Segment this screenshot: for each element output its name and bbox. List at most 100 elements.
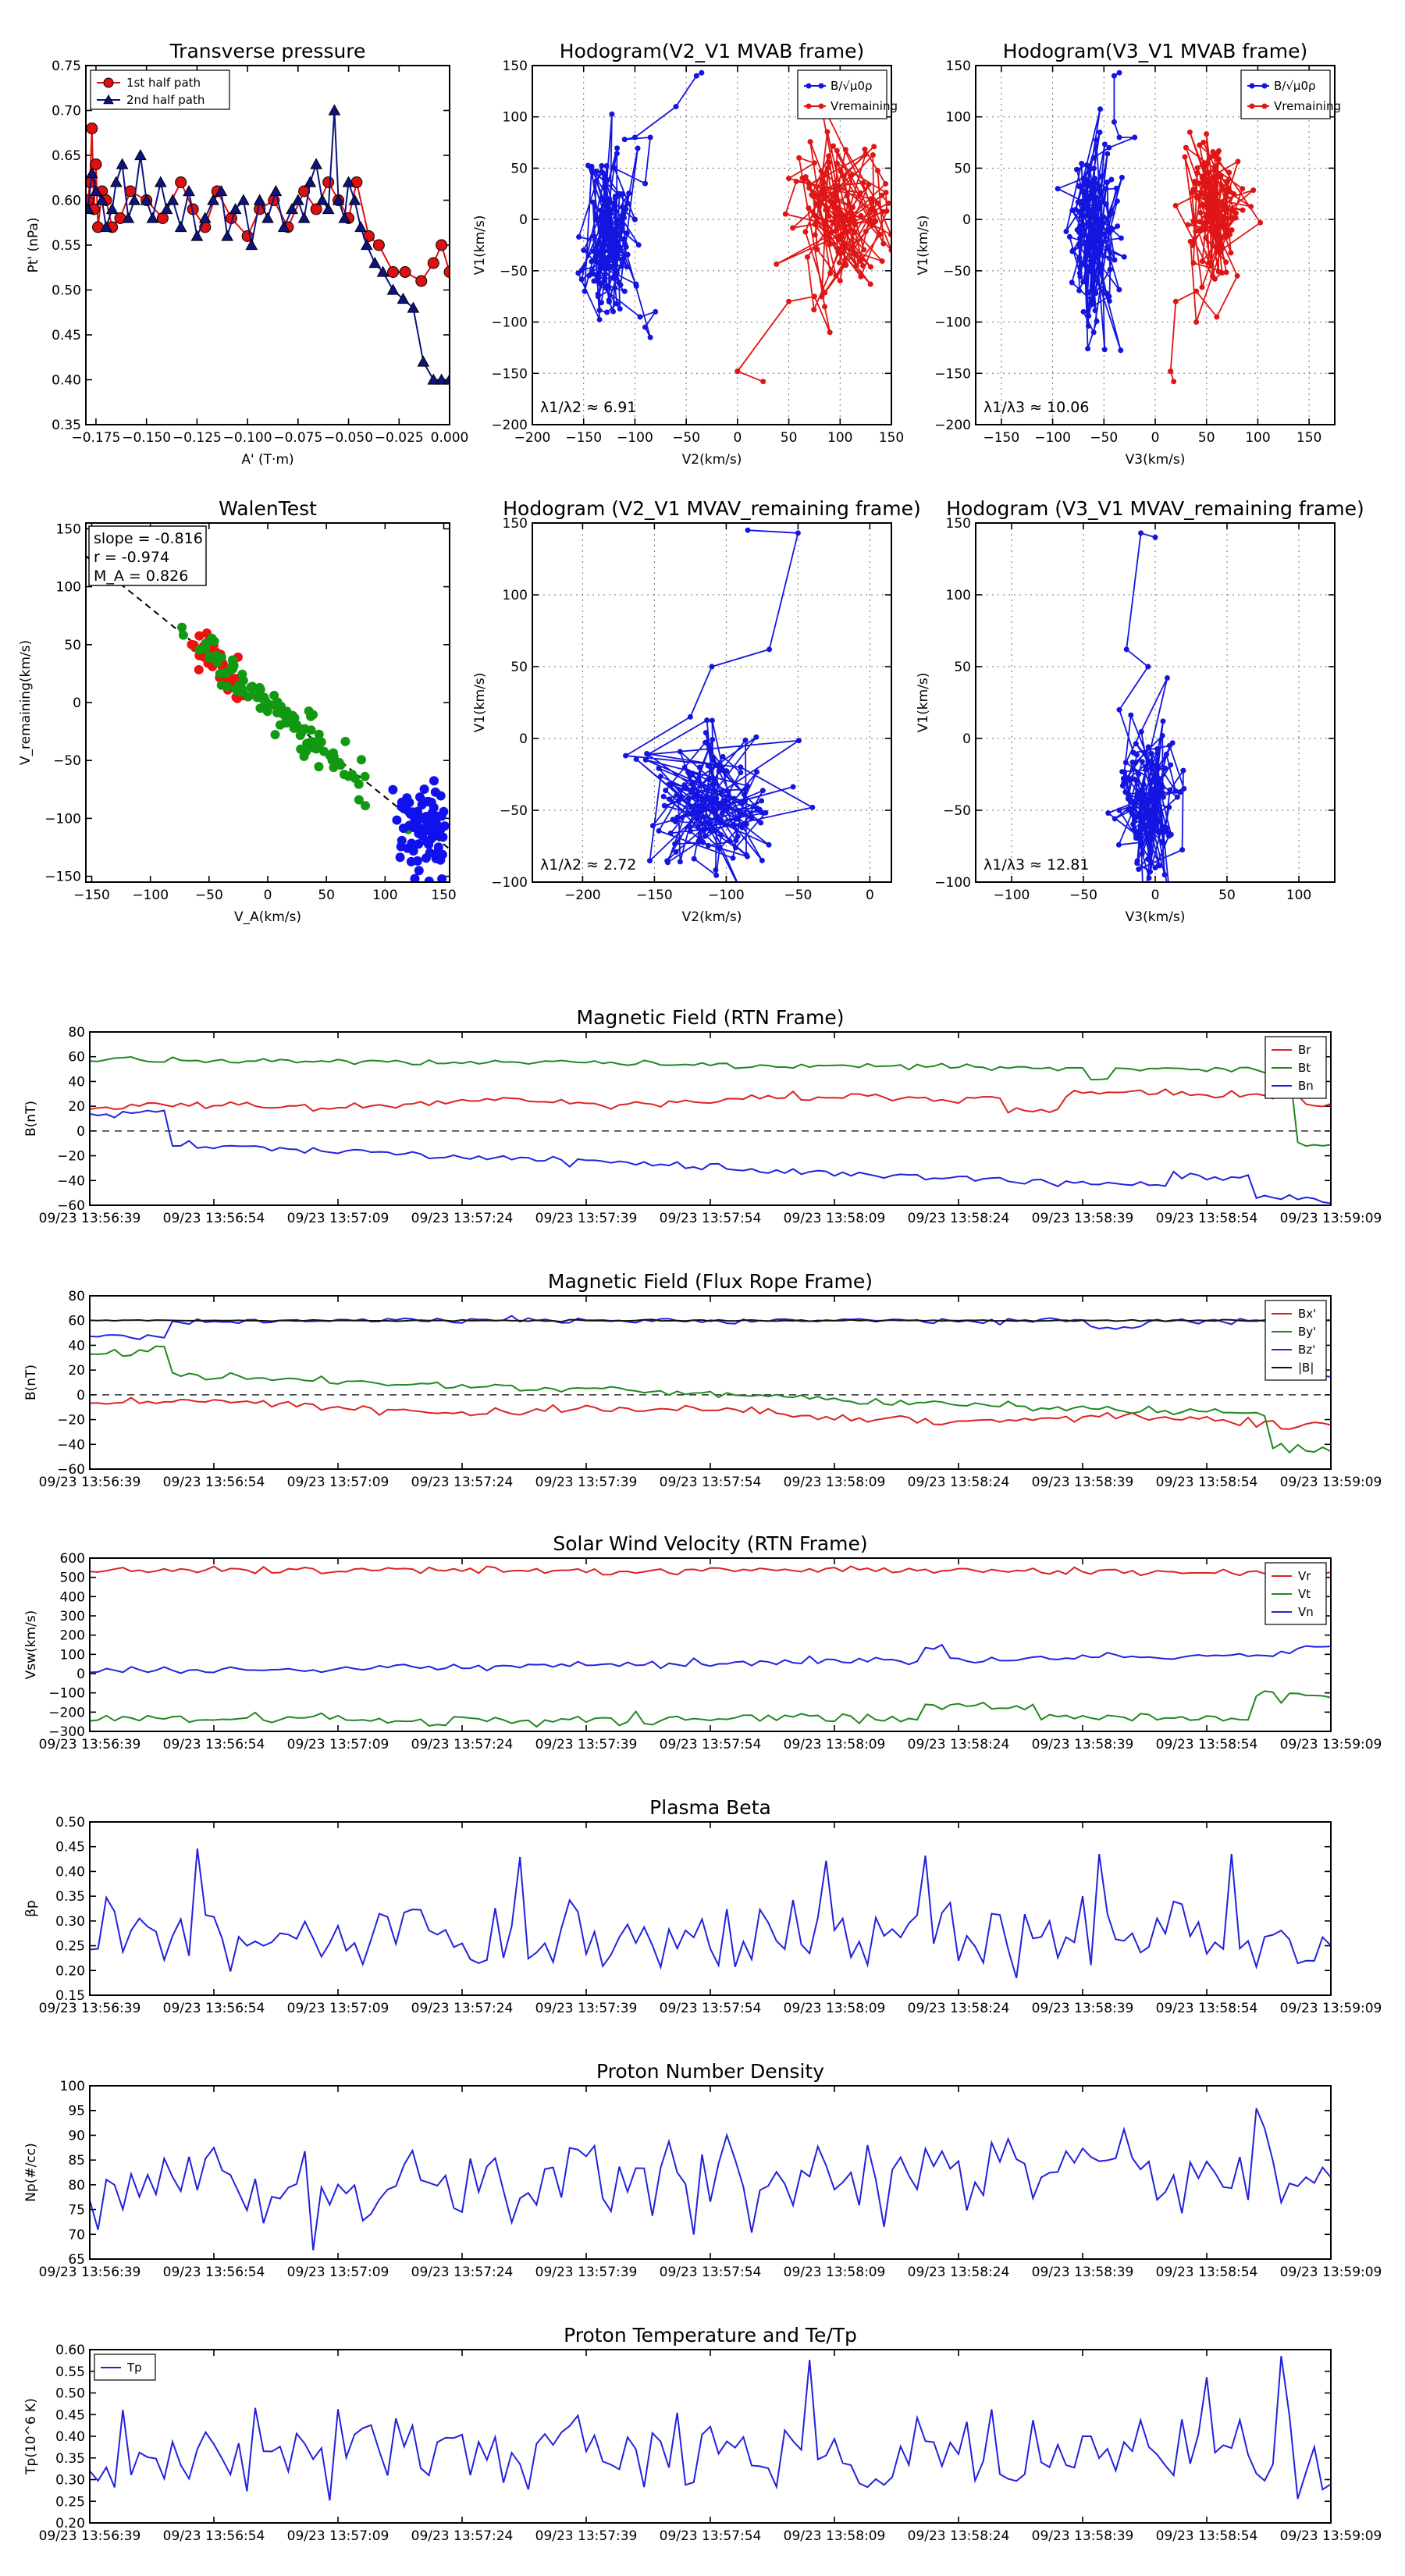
hodogram-point [1134,795,1140,802]
y-tick-label: 90 [68,2128,85,2144]
time-tick-label: 09/23 13:58:24 [908,1211,1010,1226]
eigenvalue-ratio: λ1/λ3 ≈ 12.81 [984,856,1089,873]
walen-point [396,841,406,852]
legend-label: Vr [1298,1569,1311,1583]
time-tick-label: 09/23 13:56:39 [39,2528,141,2544]
hodogram-point [1221,214,1227,220]
y-axis-label: V_remaining(km/s) [18,640,34,765]
hodogram-point [595,291,601,297]
hodogram-point [1190,187,1197,193]
legend-label: Bt [1298,1061,1311,1075]
hodogram-point [1076,183,1082,189]
chart-h3: −200 −150 −100 −50 0 −100 −50 0 50 100 150Hodogram… [472,497,921,925]
plot-area [623,527,816,882]
hodogram-point [1218,173,1224,180]
data-point [399,266,411,278]
hodogram-point [673,104,679,110]
hodogram-point [607,241,614,247]
hodogram-point [1194,169,1200,176]
hodogram-point [705,842,711,849]
hodogram-point [1133,813,1139,820]
hodogram-point [796,155,802,161]
x-axis-label: V2(km/s) [682,452,742,468]
hodogram-point [827,241,833,247]
hodogram-point [614,151,620,157]
walen-point [361,801,371,811]
hodogram-point [642,756,649,763]
hodogram-point [667,796,673,802]
y-axis-label: B(nT) [23,1364,39,1400]
hodogram-point [599,216,606,222]
x-axis-label: V3(km/s) [1126,452,1186,468]
hodogram-point [1139,759,1145,765]
hodogram-point [1135,829,1141,835]
hodogram-point [1218,270,1225,276]
hodogram-point [1087,240,1094,246]
hodogram-point [1076,208,1083,215]
hodogram-point [1143,763,1149,770]
walen-point [200,643,210,653]
hodogram-point [1145,744,1151,750]
hodogram-point [1120,775,1126,781]
y-tick-label: 60 [68,1050,85,1066]
hodogram-point [1152,534,1158,540]
hodogram-point [1185,222,1191,228]
hodogram-point [674,814,681,820]
hodogram-point [657,773,663,779]
hodogram-point [830,199,836,205]
hodogram-point [1115,841,1122,848]
hodogram-point [695,814,701,820]
hodogram-point [858,212,864,219]
hodogram-point [596,275,602,281]
hodogram-point [1084,251,1090,257]
y-tick-label: −20 [57,1149,85,1165]
hodogram-point [826,212,832,219]
hodogram-point [599,162,605,169]
time-tick-label: 09/23 13:57:24 [411,2528,514,2544]
walen-point [212,657,222,667]
hodogram-point [1210,226,1216,232]
hodogram-point [790,784,796,790]
hodogram-point [1208,193,1214,199]
data-point [116,158,129,169]
hodogram-point [608,252,614,258]
hodogram-point [1203,235,1209,241]
walen-point [406,856,416,866]
y-tick-label: 80 [68,2178,85,2194]
data-point [427,257,439,269]
chart-ts_b: 09/23 13:56:39 09/23 13:56:54 09/23 13:57:… [23,1006,1382,1226]
hodogram-point [1106,298,1112,304]
hodogram-point [1159,732,1165,738]
hodogram-point [1248,204,1254,210]
hodogram-point [874,200,880,206]
hodogram-point [706,745,712,752]
plot-area [90,1848,1331,1979]
chart-title: Transverse pressure [169,40,366,62]
legend: Bx' By' Bz' |B| [1264,1300,1327,1381]
data-point [86,123,98,134]
hodogram-point [1198,190,1204,197]
walen-point [177,622,187,632]
y-tick-label: 0.30 [55,2473,85,2489]
walen-point [194,664,204,674]
hodogram-point [631,216,638,222]
time-tick-label: 09/23 13:57:09 [287,2265,389,2280]
hodogram-point [1116,134,1122,141]
hodogram-point [1119,769,1126,775]
walen-point [287,710,297,720]
y-tick-label: 0.25 [55,2494,85,2510]
hodogram-point [887,231,891,237]
hodogram-point [709,664,715,670]
hodogram-point [1199,284,1205,290]
x-tick-label: −50 [1090,430,1118,446]
data-point [322,202,335,215]
hodogram-point [1098,263,1104,269]
series-line-np [90,2108,1331,2250]
hodogram-point [1222,208,1229,214]
hodogram-point [612,195,618,201]
time-tick-label: 09/23 13:58:24 [908,2001,1010,2016]
hodogram-point [1235,158,1241,165]
hodogram-point [874,168,880,174]
hodogram-point [620,221,626,227]
hodogram-point [1145,760,1151,766]
